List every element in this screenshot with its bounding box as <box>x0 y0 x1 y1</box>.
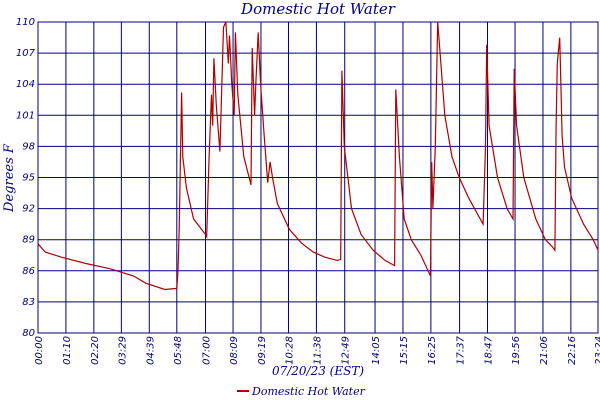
x-tick-label: 16:25 <box>427 336 438 365</box>
y-tick-label: 107 <box>16 48 36 59</box>
x-tick-label: 02:20 <box>90 336 101 365</box>
data-line <box>37 21 599 291</box>
chart-title: Domestic Hot Water <box>240 0 396 18</box>
x-tick-label: 19:56 <box>511 336 522 365</box>
y-tick-label: 80 <box>22 328 35 339</box>
x-tick-label: 09:19 <box>257 336 268 365</box>
y-tick-label: 89 <box>22 235 35 246</box>
x-tick-label: 00:00 <box>34 336 45 365</box>
y-axis-label: Degrees F <box>2 143 17 213</box>
x-tick-label: 18:47 <box>484 335 495 364</box>
x-tick-label: 22:16 <box>567 336 578 365</box>
x-tick-label: 04:39 <box>145 336 156 365</box>
x-tick-label: 23:24 <box>594 336 600 365</box>
y-tick-label: 104 <box>16 79 35 90</box>
x-tick-label: 11:38 <box>312 336 323 365</box>
legend-label: Domestic Hot Water <box>251 385 366 398</box>
y-tick-label: 98 <box>22 141 35 152</box>
x-tick-label: 14:05 <box>371 336 382 365</box>
x-tick-label: 12:49 <box>341 336 352 365</box>
x-tick-label: 07:00 <box>202 336 213 365</box>
x-tick-label: 08:09 <box>229 336 240 365</box>
x-axis-label: 07/20/23 (EST) <box>272 364 364 378</box>
y-tick-label: 110 <box>16 17 35 28</box>
y-tick-label: 101 <box>16 110 35 121</box>
y-tick-label: 92 <box>22 204 35 215</box>
x-tick-label: 05:48 <box>173 336 184 365</box>
x-tick-label: 17:37 <box>456 335 467 364</box>
x-tick-label: 21:06 <box>539 336 550 365</box>
x-tick-label: 10:28 <box>284 336 295 365</box>
y-tick-label: 95 <box>22 173 35 184</box>
x-tick-label: 03:29 <box>117 336 128 365</box>
y-tick-label: 86 <box>22 266 35 277</box>
x-tick-label: 01:10 <box>62 336 73 365</box>
y-tick-label: 83 <box>22 297 35 308</box>
x-tick-label: 15:15 <box>399 336 410 365</box>
